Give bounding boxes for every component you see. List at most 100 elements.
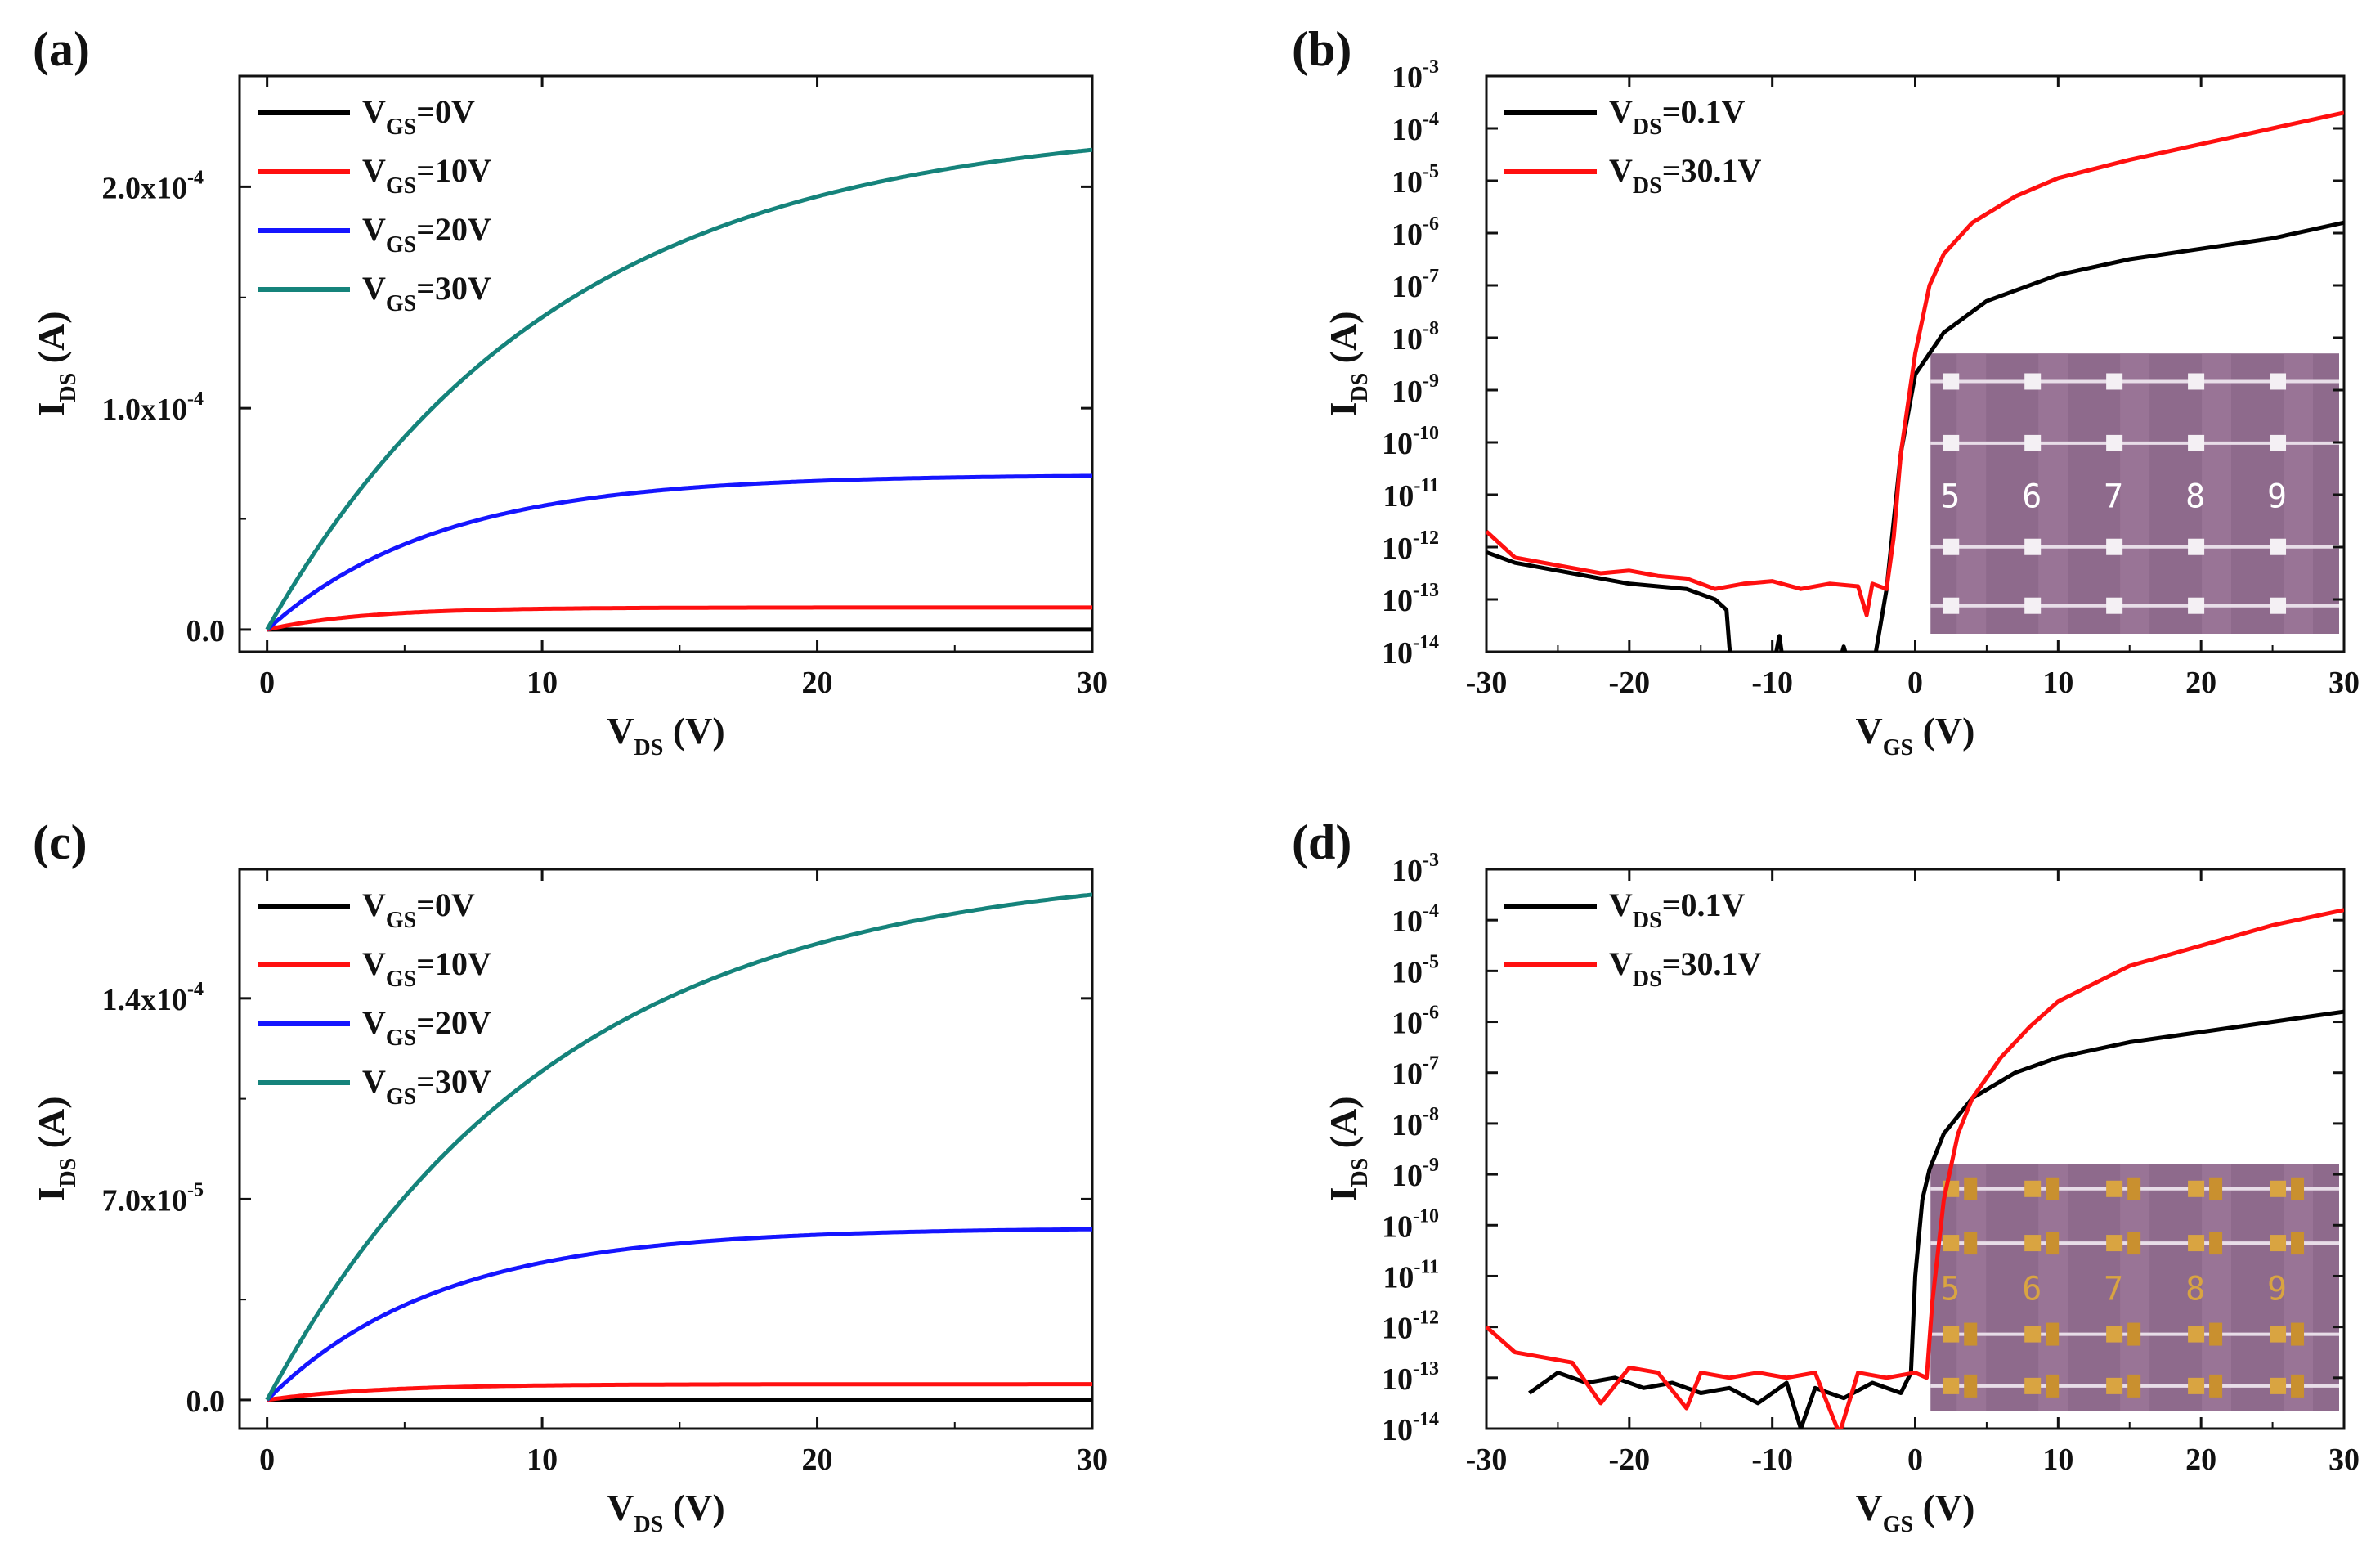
legend-entry: VGS=10V	[362, 152, 491, 199]
inset-pad	[1943, 1326, 1960, 1343]
inset-number: 9	[2267, 1270, 2287, 1308]
inset-pad	[2270, 1235, 2287, 1252]
legend-main: V	[362, 152, 386, 189]
inset-pad	[2291, 1374, 2305, 1398]
inset-pad	[2106, 597, 2123, 614]
axis-label-rest: (A)	[30, 311, 72, 372]
x-tick-label: 10	[2042, 1443, 2073, 1477]
y-tick-label: 10-13	[1382, 1358, 1439, 1397]
axis-label-sub: GS	[1883, 735, 1913, 761]
y-tick-exponent: -10	[1413, 423, 1439, 444]
legend-entry: VDS=30.1V	[1609, 152, 1761, 199]
legend-sub: GS	[386, 967, 416, 992]
series-line-3	[265, 892, 1092, 1402]
y-tick-label: 10-10	[1382, 1205, 1439, 1244]
legend-eq: =10V	[416, 152, 491, 189]
y-tick-label: 10-13	[1382, 580, 1439, 618]
y-tick-base: 7.0x10	[102, 1183, 188, 1218]
x-tick-label: 30	[2328, 1443, 2360, 1477]
y-tick-label: 10-9	[1392, 1155, 1439, 1193]
axis-label-sub: DS	[634, 1512, 664, 1537]
y-tick-exponent: -11	[1414, 1256, 1439, 1277]
y-tick-label: 10-11	[1383, 1256, 1439, 1295]
inset-pad	[2106, 1326, 2123, 1343]
inset-column	[1956, 1164, 1987, 1411]
axis-label-main: I	[1322, 402, 1364, 417]
legend-main: V	[362, 886, 386, 923]
inset-pad	[2127, 1374, 2141, 1398]
legend-main: V	[362, 211, 386, 248]
plot-frame	[238, 74, 1094, 653]
y-tick-base: 10	[1392, 61, 1423, 95]
y-tick-exponent: -5	[187, 1179, 204, 1200]
y-tick-exponent: -5	[1423, 161, 1439, 182]
inset-pad	[2127, 1232, 2141, 1255]
y-tick-label: 10-8	[1392, 1104, 1439, 1142]
y-tick-base: 10	[1382, 1362, 1413, 1397]
y-tick-exponent: -14	[1413, 1409, 1439, 1430]
inset-column	[2202, 353, 2232, 634]
axis-label-sub: DS	[1347, 1158, 1373, 1187]
legend-sub: GS	[386, 1084, 416, 1110]
y-tick-label: 10-7	[1392, 266, 1439, 304]
y-tick-base: 2.0x10	[102, 171, 188, 205]
legend-entry: VGS=30V	[362, 1063, 491, 1110]
inset-pad	[2188, 1235, 2205, 1252]
panel-label: (b)	[1292, 22, 1351, 76]
legend-entry: VDS=0.1V	[1609, 886, 1745, 933]
inset-pad	[2188, 1180, 2205, 1197]
y-axis-label: IDS (A)	[1322, 311, 1373, 416]
inset-pad	[2046, 1232, 2060, 1255]
y-tick-exponent: -8	[1423, 1104, 1439, 1125]
inset-number: 7	[2104, 1270, 2123, 1308]
inset-pad	[2291, 1322, 2305, 1346]
x-axis-label: VGS (V)	[1856, 710, 1975, 761]
series-line-1	[267, 605, 1092, 632]
axis-label-rest: (V)	[1913, 1487, 1974, 1528]
axis-label-sub: DS	[56, 1158, 81, 1187]
y-tick-label: 10-14	[1382, 1409, 1439, 1447]
axis-label-rest: (V)	[1913, 710, 1974, 752]
y-tick-exponent: -10	[1413, 1205, 1439, 1227]
legend-entry: VGS=20V	[362, 1004, 491, 1051]
panel-d: (d)5 6 7 8 9-30 -20 -10 0 10 20 3010-310-410-510-6…	[1292, 815, 2360, 1537]
panel-b: (b)5 6 7 8 9-30 -20 -10 0 10 20 3010-310-410-510-6…	[1292, 22, 2360, 761]
x-axis-label: VDS (V)	[607, 710, 724, 761]
y-tick-base: 10	[1383, 479, 1414, 514]
inset-image: 5 6 7 8 9	[1930, 1164, 2339, 1411]
y-tick-exponent: -9	[1423, 370, 1439, 392]
y-tick-base: 10	[1392, 113, 1423, 147]
x-tick-label: -30	[1466, 1443, 1508, 1477]
inset-pad	[2106, 538, 2123, 555]
inset-pad	[2188, 597, 2205, 614]
legend-entry: VDS=30.1V	[1609, 945, 1761, 992]
y-tick-label: 1.0x10-4	[102, 388, 204, 427]
inset-pad	[2188, 1377, 2205, 1394]
panel-label: (a)	[33, 22, 90, 76]
y-tick-exponent: -3	[1423, 56, 1439, 78]
y-tick-label: 10-11	[1383, 475, 1439, 514]
y-tick-label: 10-4	[1392, 109, 1439, 147]
inset-pad	[2024, 434, 2042, 451]
inset-pad	[2127, 1322, 2141, 1346]
inset-pad	[2209, 1374, 2223, 1398]
x-tick-label: 0	[1907, 666, 1923, 700]
inset-number: 7	[2104, 478, 2123, 516]
y-tick-exponent: -11	[1414, 475, 1439, 496]
inset-pad	[2024, 373, 2042, 390]
x-tick-label: 30	[1077, 1443, 1108, 1477]
series-group	[265, 147, 1092, 632]
series-group	[1486, 110, 2344, 652]
y-tick-label: 0.0	[186, 614, 226, 648]
legend-main: V	[1609, 945, 1633, 982]
y-tick-base: 10	[1382, 1209, 1413, 1244]
inset-number: 8	[2185, 1270, 2205, 1308]
x-tick-label: -30	[1466, 666, 1508, 700]
y-tick-exponent: -12	[1413, 1308, 1439, 1329]
y-tick-exponent: -13	[1413, 1358, 1439, 1380]
series-line-0	[1486, 220, 2344, 652]
inset-pad	[2270, 1377, 2287, 1394]
x-tick-label: -20	[1609, 666, 1651, 700]
y-tick-base: 1.0x10	[102, 393, 188, 427]
